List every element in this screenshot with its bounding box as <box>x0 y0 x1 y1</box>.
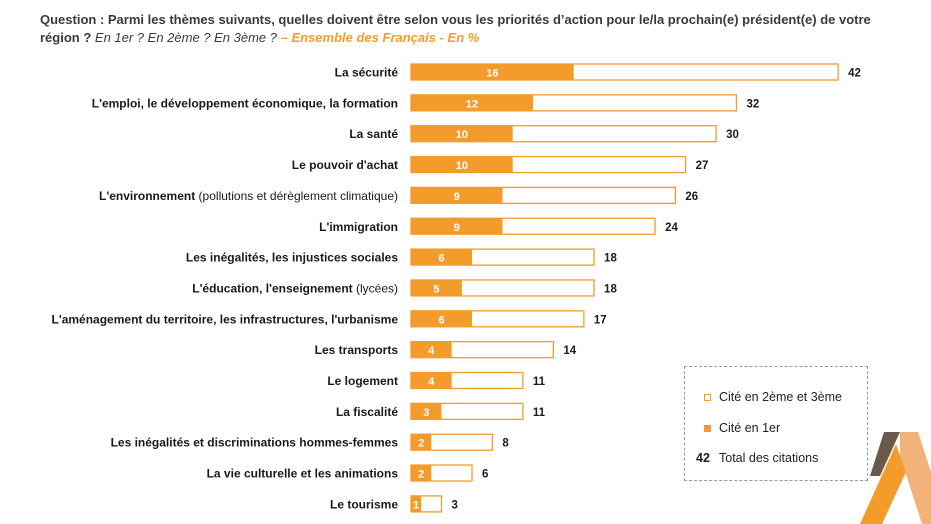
data-label-total: 8 <box>502 438 509 450</box>
legend-total-number: 42 <box>696 451 710 465</box>
question-prefix: Question : <box>40 12 108 27</box>
category-label: L'environnement (pollutions et dérègleme… <box>99 189 398 203</box>
logo-stripe-light <box>900 432 931 524</box>
category-label-bold: Le logement <box>327 374 398 388</box>
category-label: La sécurité <box>335 66 399 80</box>
category-label-bold: La vie culturelle et les animations <box>207 467 399 481</box>
bar-first <box>411 218 503 235</box>
category-label: La vie culturelle et les animations <box>207 467 399 481</box>
data-label-first: 12 <box>466 98 478 110</box>
data-label-first: 6 <box>438 314 444 326</box>
data-label-first: 5 <box>433 283 439 295</box>
data-label-total: 17 <box>594 314 607 326</box>
data-label-total: 30 <box>726 129 739 141</box>
data-label-first: 4 <box>428 345 435 357</box>
data-label-first: 10 <box>456 129 468 141</box>
data-label-total: 14 <box>563 345 576 357</box>
legend-swatch-filled <box>704 425 711 432</box>
data-label-total: 6 <box>482 469 488 481</box>
data-label-total: 11 <box>533 407 546 419</box>
bar-first <box>411 187 503 204</box>
category-label-bold: L'éducation, l'enseignement <box>192 281 352 295</box>
bar-first <box>411 434 432 451</box>
data-label-first: 9 <box>454 222 460 234</box>
category-label-bold: Les transports <box>315 343 399 357</box>
data-label-total: 24 <box>665 222 678 234</box>
data-label-first: 2 <box>418 438 424 450</box>
bar-first <box>411 64 574 80</box>
data-label-first: 16 <box>486 68 498 80</box>
bar-first <box>411 156 513 173</box>
question-body: Parmi les thèmes suivants, quelles doive… <box>40 12 871 45</box>
data-label-first: 3 <box>423 407 429 419</box>
category-label: Les transports <box>315 343 399 357</box>
bar-first <box>411 403 442 420</box>
category-label: Le tourisme <box>330 497 398 511</box>
logo-stripe-orange <box>860 444 906 524</box>
category-label-bold: L'immigration <box>319 220 398 234</box>
category-label: La santé <box>349 127 398 141</box>
legend-swatch-outline <box>704 394 711 401</box>
bar-first <box>411 94 534 111</box>
bar-first <box>411 495 422 512</box>
bar-first <box>411 310 473 327</box>
data-label-total: 18 <box>604 283 617 295</box>
legend-label-total: Total des citations <box>719 451 819 465</box>
category-label: Les inégalités et discriminations hommes… <box>111 436 399 450</box>
bar-first <box>411 372 452 389</box>
category-label: La fiscalité <box>336 405 398 419</box>
bar-first <box>411 279 462 296</box>
category-label-bold: L'environnement <box>99 189 195 203</box>
legend-label-first: Cité en 1er <box>719 421 781 435</box>
data-label-total: 18 <box>604 253 617 265</box>
bar-first <box>411 249 473 266</box>
category-label-bold: La santé <box>349 127 398 141</box>
category-label-bold: L'aménagement du territoire, les infrast… <box>52 312 399 326</box>
data-label-first: 2 <box>418 469 424 481</box>
data-label-total: 3 <box>452 499 458 511</box>
bar-first <box>411 465 432 482</box>
legend-label-second-third: Cité en 2ème et 3ème <box>719 390 842 404</box>
data-label-first: 6 <box>438 253 444 265</box>
data-label-total: 32 <box>746 98 759 110</box>
data-label-first: 1 <box>413 499 419 511</box>
category-label-bold: L'emploi, le développement économique, l… <box>92 96 398 110</box>
data-label-total: 27 <box>696 160 709 172</box>
category-label: L'immigration <box>319 220 398 234</box>
category-label-bold: Le tourisme <box>330 497 398 511</box>
data-label-total: 26 <box>685 191 698 203</box>
bar-first <box>411 125 513 142</box>
data-label-first: 10 <box>456 160 468 172</box>
category-label: L'éducation, l'enseignement (lycées) <box>192 281 398 295</box>
question-subtext: En 1er ? En 2ème ? En 3ème ? <box>91 30 278 45</box>
data-label-total: 42 <box>848 68 861 80</box>
data-label-first: 4 <box>428 376 435 388</box>
category-label: Les inégalités, les injustices sociales <box>186 251 398 265</box>
category-label-bold: La fiscalité <box>336 405 398 419</box>
category-label-detail: (pollutions et dérèglement climatique) <box>195 189 398 203</box>
category-label: Le pouvoir d'achat <box>292 158 398 172</box>
logo-stripe-dark <box>870 432 900 476</box>
category-label-detail: (lycées) <box>353 281 398 295</box>
question-text: Question : Parmi les thèmes suivants, qu… <box>40 11 910 47</box>
category-label: L'emploi, le développement économique, l… <box>92 96 398 110</box>
question-population: – Ensemble des Français - En % <box>277 30 480 45</box>
category-label: L'aménagement du territoire, les infrast… <box>52 312 399 326</box>
category-label-bold: Le pouvoir d'achat <box>292 158 398 172</box>
category-label: Le logement <box>327 374 398 388</box>
category-label-bold: La sécurité <box>335 66 399 80</box>
bar-first <box>411 341 452 358</box>
data-label-first: 9 <box>454 191 460 203</box>
legend: Cité en 2ème et 3ème Cité en 1er 42 Tota… <box>684 366 868 481</box>
category-label-bold: Les inégalités et discriminations hommes… <box>111 436 399 450</box>
category-label-bold: Les inégalités, les injustices sociales <box>186 251 398 265</box>
data-label-total: 11 <box>533 376 546 388</box>
logo-decoration-icon <box>860 432 931 524</box>
